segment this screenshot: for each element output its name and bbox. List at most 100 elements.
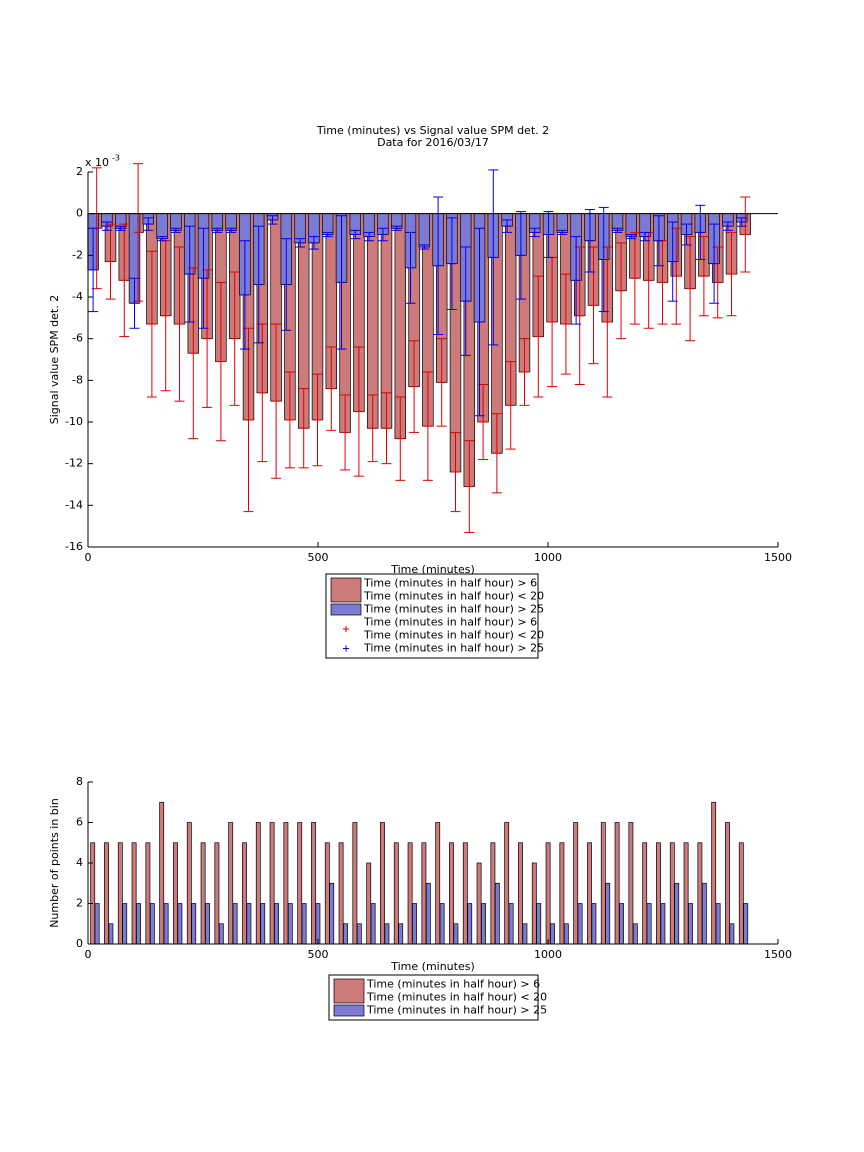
x-axis-label: Time (minutes) (390, 960, 475, 973)
error-bar (198, 227, 209, 329)
error-bar (239, 240, 250, 350)
error-bar (215, 281, 226, 442)
bar (90, 842, 96, 945)
error-bar (188, 267, 199, 440)
bar (398, 923, 404, 945)
error-bar (695, 204, 706, 260)
error-bar (722, 221, 733, 231)
bar (729, 923, 735, 945)
legend-marker (343, 645, 349, 652)
error-bar (543, 211, 554, 258)
y-axis-label: Number of points in bin (48, 798, 61, 928)
error-bar (281, 238, 292, 331)
bar (321, 213, 334, 235)
error-bar (336, 215, 347, 350)
bar (556, 213, 569, 233)
bar (536, 903, 542, 945)
bar (605, 882, 611, 945)
error-bar (450, 431, 461, 513)
bar (200, 842, 206, 945)
bar (343, 923, 348, 945)
error-bar (350, 229, 361, 240)
bar (117, 842, 123, 945)
bar (738, 842, 744, 945)
legend-label: Time (minutes in half hour) > 25 (363, 603, 544, 616)
error-bar (446, 217, 457, 310)
error-bar (491, 413, 502, 494)
bar (656, 842, 661, 945)
bar (324, 842, 330, 945)
error-bar (157, 236, 168, 242)
error-bar (709, 223, 720, 304)
bar (439, 903, 445, 945)
error-bar (653, 215, 664, 267)
x-tick-label: 1000 (534, 948, 562, 961)
error-bar (667, 221, 678, 302)
bar (329, 882, 335, 945)
bar (646, 903, 652, 945)
legend-label: Time (minutes in half hour) > 6 (363, 616, 537, 629)
legend-swatch (333, 1004, 365, 1017)
y-tick-label: 2 (76, 897, 83, 910)
bar (232, 903, 238, 945)
bar (632, 923, 638, 945)
legend-swatch (330, 603, 362, 616)
error-bar (698, 236, 709, 317)
bar (163, 903, 169, 945)
bar (508, 903, 514, 945)
error-bar (736, 217, 747, 227)
error-bar (146, 250, 157, 398)
bar (214, 842, 220, 945)
error-bar (533, 275, 544, 398)
chart-subtitle: Data for 2016/03/17 (377, 136, 489, 149)
error-bar (312, 373, 323, 467)
error-bar (340, 394, 351, 471)
bar (297, 822, 303, 945)
chart-title: Time (minutes) vs Signal value SPM det. … (316, 124, 549, 137)
error-bar (119, 223, 130, 338)
bar (518, 842, 523, 945)
error-bar (419, 244, 430, 250)
error-bar (284, 371, 295, 469)
error-bar (377, 227, 388, 242)
y-tick-label: 2 (76, 165, 83, 178)
error-bar (488, 169, 499, 346)
bar (462, 842, 468, 945)
bar (246, 903, 252, 945)
bar (380, 822, 385, 945)
error-bar (602, 246, 613, 398)
legend-marker (343, 626, 349, 632)
bar (156, 213, 168, 240)
bar (614, 822, 620, 945)
error-bar (422, 371, 433, 481)
bar (242, 842, 247, 945)
bar (628, 822, 634, 945)
error-bar (598, 206, 609, 313)
x-tick-label: 500 (308, 948, 329, 961)
bar (725, 822, 730, 945)
legend-label: Time (minutes in half hour) < 20 (363, 590, 544, 603)
error-bar (129, 277, 140, 329)
error-bar (271, 323, 282, 479)
y-tick-label: -12 (65, 457, 83, 470)
error-bar (515, 211, 526, 300)
x-axis-label: Time (minutes) (390, 563, 475, 576)
bar (149, 903, 155, 945)
y-tick-label: 0 (76, 937, 83, 950)
bar (218, 923, 224, 945)
bar (370, 903, 376, 945)
error-bar (391, 225, 402, 231)
error-bar (267, 215, 278, 225)
error-bar (740, 196, 751, 273)
error-bar (226, 227, 237, 233)
x-tick-label: 500 (308, 551, 329, 564)
error-bar (115, 225, 126, 231)
error-bar (184, 225, 195, 323)
error-bar (726, 231, 737, 317)
bar (453, 923, 459, 945)
bar (108, 923, 114, 945)
bar (384, 923, 390, 945)
bar (619, 903, 624, 945)
bar (104, 842, 109, 945)
bar (393, 842, 399, 945)
